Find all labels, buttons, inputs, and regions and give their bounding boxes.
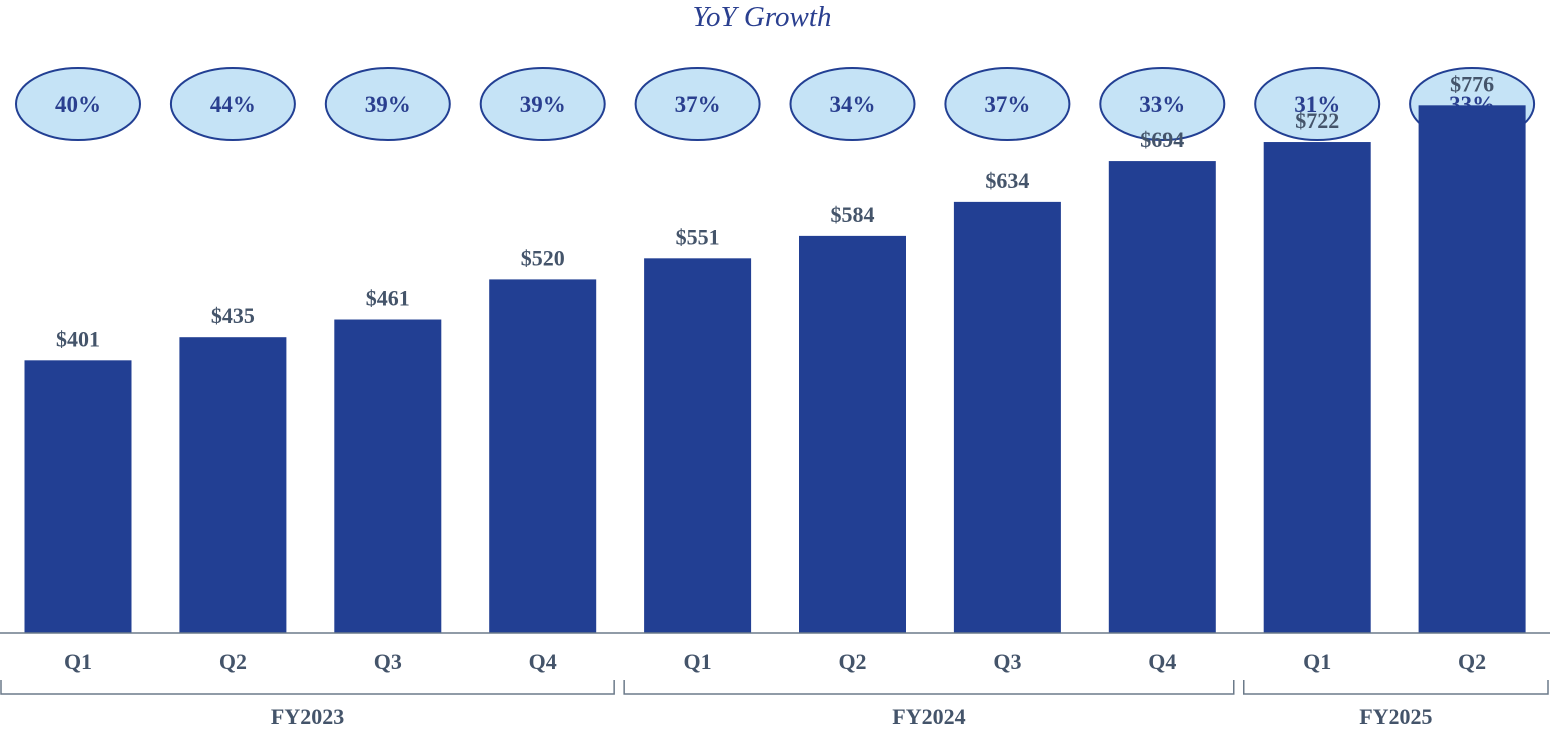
growth-label: 34%: [830, 92, 876, 117]
x-tick-label: Q2: [1458, 649, 1486, 674]
bar-value-label: $401: [56, 326, 100, 351]
x-axis-ticks: Q1 Q2 Q3 Q4 Q1 Q2 Q3 Q4 Q1 Q2: [64, 649, 1486, 674]
bar-value-label: $694: [1140, 127, 1184, 152]
bar-value-label: $520: [521, 245, 565, 270]
growth-bubble: [324, 67, 451, 141]
bar: [1263, 142, 1371, 634]
growth-bubble: [634, 67, 761, 141]
growth-label: 39%: [365, 92, 411, 117]
x-tick-label: Q2: [838, 649, 866, 674]
growth-label: 37%: [675, 92, 721, 117]
growth-label: 39%: [520, 92, 566, 117]
fiscal-year-groups: FY2023 FY2024 FY2025: [0, 680, 1549, 729]
bar-value-label: $722: [1295, 108, 1339, 133]
bar-value-label: $776: [1450, 71, 1494, 96]
bar-value-label: $634: [985, 168, 1029, 193]
x-tick-label: Q2: [219, 649, 247, 674]
bar: [179, 337, 287, 633]
bar-value-label: $435: [211, 303, 255, 328]
x-tick-label: Q3: [993, 649, 1021, 674]
fiscal-year-label: FY2025: [1359, 704, 1432, 729]
growth-label: 44%: [210, 92, 256, 117]
x-tick-label: Q4: [529, 649, 557, 674]
bar: [334, 319, 442, 633]
growth-bubble: [1254, 67, 1381, 141]
fiscal-year-label: FY2024: [892, 704, 965, 729]
x-tick-label: Q1: [64, 649, 92, 674]
growth-label: 40%: [55, 92, 101, 117]
fiscal-year-bracket: [0, 680, 615, 695]
growth-bubble: [15, 67, 141, 141]
bar: [1108, 161, 1216, 633]
x-tick-label: Q1: [684, 649, 712, 674]
bar-series: $401 $435 $461 $520 $551 $584 $634 $694 $722 $776: [24, 71, 1526, 634]
growth-label: 33%: [1139, 92, 1185, 117]
x-tick-label: Q1: [1303, 649, 1331, 674]
bar: [644, 258, 752, 633]
bar-value-label: $584: [831, 202, 875, 227]
growth-label: 37%: [984, 92, 1030, 117]
yoy-growth-row: 40% 44% 39% 39% 37% 34% 37% 33% 31% 33%: [15, 67, 1536, 141]
bar-value-label: $551: [676, 224, 720, 249]
growth-bubble: [1099, 67, 1226, 141]
growth-bubble: [944, 67, 1071, 141]
bar: [24, 360, 132, 633]
fiscal-year-label: FY2023: [271, 704, 344, 729]
bar: [953, 201, 1061, 633]
bar-value-label: $461: [366, 286, 410, 311]
bar: [1418, 105, 1526, 633]
fiscal-year-bracket: [623, 680, 1235, 695]
bar: [489, 279, 597, 633]
x-tick-label: Q3: [374, 649, 402, 674]
growth-bubble: [169, 67, 296, 141]
x-tick-label: Q4: [1148, 649, 1176, 674]
bar: [799, 235, 906, 633]
growth-bubble: [789, 67, 916, 141]
growth-label: 31%: [1294, 92, 1340, 117]
chart-title: YoY Growth: [693, 1, 832, 33]
fiscal-year-bracket: [1243, 680, 1549, 695]
growth-bubble: [479, 67, 606, 141]
